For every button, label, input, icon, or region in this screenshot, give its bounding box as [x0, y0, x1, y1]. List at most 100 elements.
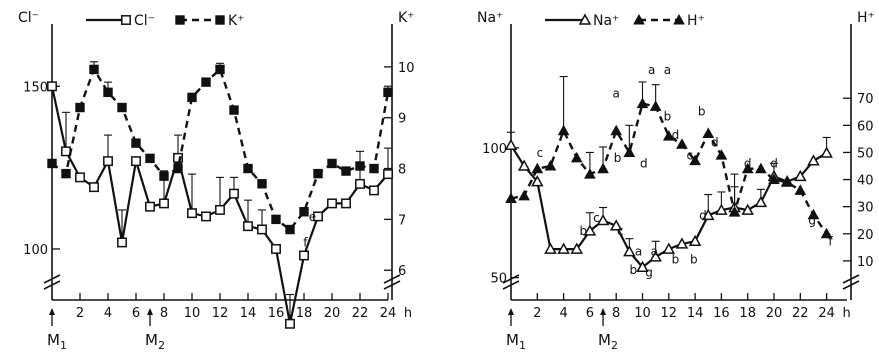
- chart-2-annotation: b: [664, 110, 672, 124]
- chart-1-series-1-point: [257, 224, 267, 235]
- chart-2-x-tick-label: 22: [792, 306, 809, 321]
- chart-2-annotation: d: [744, 156, 752, 170]
- chart-2-marker-label: M1: [506, 331, 526, 352]
- chart-1-series-1-point: [145, 201, 155, 212]
- chart-1-series-2-point: [145, 153, 155, 164]
- chart-2-series-2-point: [649, 100, 662, 111]
- chart-2-x-tick-label: 20: [766, 306, 783, 321]
- chart-2-x-tick-label: 24: [818, 306, 835, 321]
- chart-1-x-tick-label: 22: [352, 306, 369, 321]
- chart-1-series-2-point: [89, 64, 99, 75]
- chart-2-annotation: b: [580, 224, 588, 238]
- chart-1-marker-arrowhead: [49, 308, 55, 315]
- chart-1-right-tick-label: 8: [398, 163, 406, 178]
- chart-1-x-tick-label: 14: [240, 306, 257, 321]
- chart-2-series-2-point: [755, 162, 767, 174]
- chart-2-left-tick-label: 100: [482, 142, 507, 157]
- chart-2-right-axis-break: [842, 274, 860, 284]
- chart-2-x-tick-label: 16: [713, 306, 730, 321]
- chart-2-series-1-point: [557, 242, 570, 254]
- chart-1-series-2-point: [369, 163, 379, 174]
- chart-2-series-1-point: [688, 234, 702, 247]
- chart-1-series-2-point: [201, 77, 211, 87]
- chart-1-series-2-point: [299, 207, 309, 217]
- chart-2-series-1-point: [741, 203, 754, 215]
- chart-1-series-1-point: [383, 169, 393, 180]
- chart-2-annotation: g: [808, 214, 816, 228]
- chart-1-marker-arrowhead: [147, 308, 153, 315]
- chart-1-x-tick-label: 18: [296, 306, 313, 321]
- chart-1-right-tick-label: 10: [398, 61, 415, 76]
- chart-1-series-2-point: [173, 163, 183, 174]
- chart-2-right-axis-break: [842, 280, 860, 290]
- chart-2-left-axis-break: [502, 274, 520, 284]
- chart-2-series-1-point: [820, 146, 833, 158]
- chart-1-series-2-point: [327, 158, 337, 169]
- chart-2-annotation: a: [664, 63, 671, 77]
- chart-2-legend-label: Na⁺: [593, 13, 619, 29]
- chart-2-series-2-point: [807, 208, 820, 220]
- chart-1-series-1-point: [327, 198, 337, 209]
- chart-2-right-tick-label: 10: [857, 255, 874, 270]
- chart-2-series-1-point: [754, 195, 768, 208]
- chart-2-marker-arrowhead: [600, 308, 607, 315]
- chart-2-right-tick-label: 60: [857, 119, 874, 134]
- chart-2-series-2-point: [557, 124, 570, 136]
- chart-2-right-tick-label: 50: [857, 146, 874, 161]
- chart-1-left-axis-break: [43, 280, 61, 290]
- chart-2-marker-label: M2: [598, 331, 618, 352]
- chart-1-series-2-point: [117, 102, 127, 113]
- chart-2-series-2-point: [531, 162, 544, 174]
- chart-2-series-2-point: [610, 124, 623, 136]
- chart-2-right-tick-label: 40: [857, 174, 874, 189]
- chart-2-annotation: b: [629, 263, 637, 277]
- chart-2-right-axis-label: H⁺: [857, 10, 875, 26]
- chart-2-series-2-point: [728, 206, 741, 217]
- chart-1-left-axis-label: Cl⁻: [18, 10, 39, 26]
- chart-1-series-1-point: [355, 178, 365, 189]
- chart-2-annotation: c: [593, 211, 600, 225]
- chart-2-x-tick-label: 14: [687, 306, 704, 321]
- chart-2-legend-marker: [578, 13, 592, 25]
- chart-1-series-2-point: [187, 92, 197, 103]
- chart-2-series-2-point: [518, 189, 530, 201]
- chart-2-right-tick-label: 30: [857, 201, 874, 216]
- chart-2-series-1-point: [504, 138, 518, 150]
- chart-2-series-2-point: [623, 146, 636, 157]
- chart-2-series-2-point: [702, 127, 715, 138]
- chart-1-annotation: e: [309, 210, 316, 224]
- chart-2-series-1-point: [807, 154, 820, 166]
- chart-2-annotation: b: [672, 252, 680, 266]
- chart-2-series-2-point: [636, 97, 649, 109]
- chart-2-series-2-point: [820, 227, 833, 239]
- chart-2-series-2-point: [794, 184, 807, 195]
- chart-1-right-tick-label: 6: [398, 264, 406, 279]
- chart-1-series-1-point: [243, 221, 253, 232]
- chart-1-x-tick-label: 4: [104, 306, 112, 321]
- chart-1-x-tick-label: 12: [212, 306, 229, 321]
- chart-2-series-1-point: [715, 203, 728, 215]
- chart-1-series-2-point: [159, 171, 169, 181]
- chart-2-annotation: a: [651, 245, 658, 259]
- chart-1-series-1-point: [47, 81, 57, 92]
- chart-1-left-tick-label: 150: [23, 80, 48, 95]
- chart-2-series-2-point: [570, 151, 583, 163]
- chart-2-x-tick-label: 6: [586, 306, 594, 321]
- chart-1-annotation: f: [303, 235, 308, 249]
- chart-1-series-1-point: [131, 156, 141, 167]
- chart-2-x-tick-label: 18: [739, 306, 756, 321]
- chart-1-legend-marker: [121, 15, 131, 25]
- chart-1-series-1-point: [89, 182, 99, 193]
- chart-2-series-1-point: [794, 169, 807, 182]
- chart-2-annotation: d: [770, 156, 778, 170]
- chart-1-legend-marker: [215, 15, 225, 25]
- chart-1-legend-marker: [175, 15, 185, 25]
- chart-2-series-1-point: [596, 213, 610, 226]
- chart-1-series-2-point: [341, 166, 351, 176]
- chart-2-series-2-point: [781, 176, 793, 187]
- chart-1-series-1-point: [159, 198, 169, 209]
- chart-2-annotation: b: [690, 252, 698, 266]
- chart-2-legend-marker: [633, 13, 645, 25]
- chart-1-x-tick-label: 2: [76, 306, 84, 321]
